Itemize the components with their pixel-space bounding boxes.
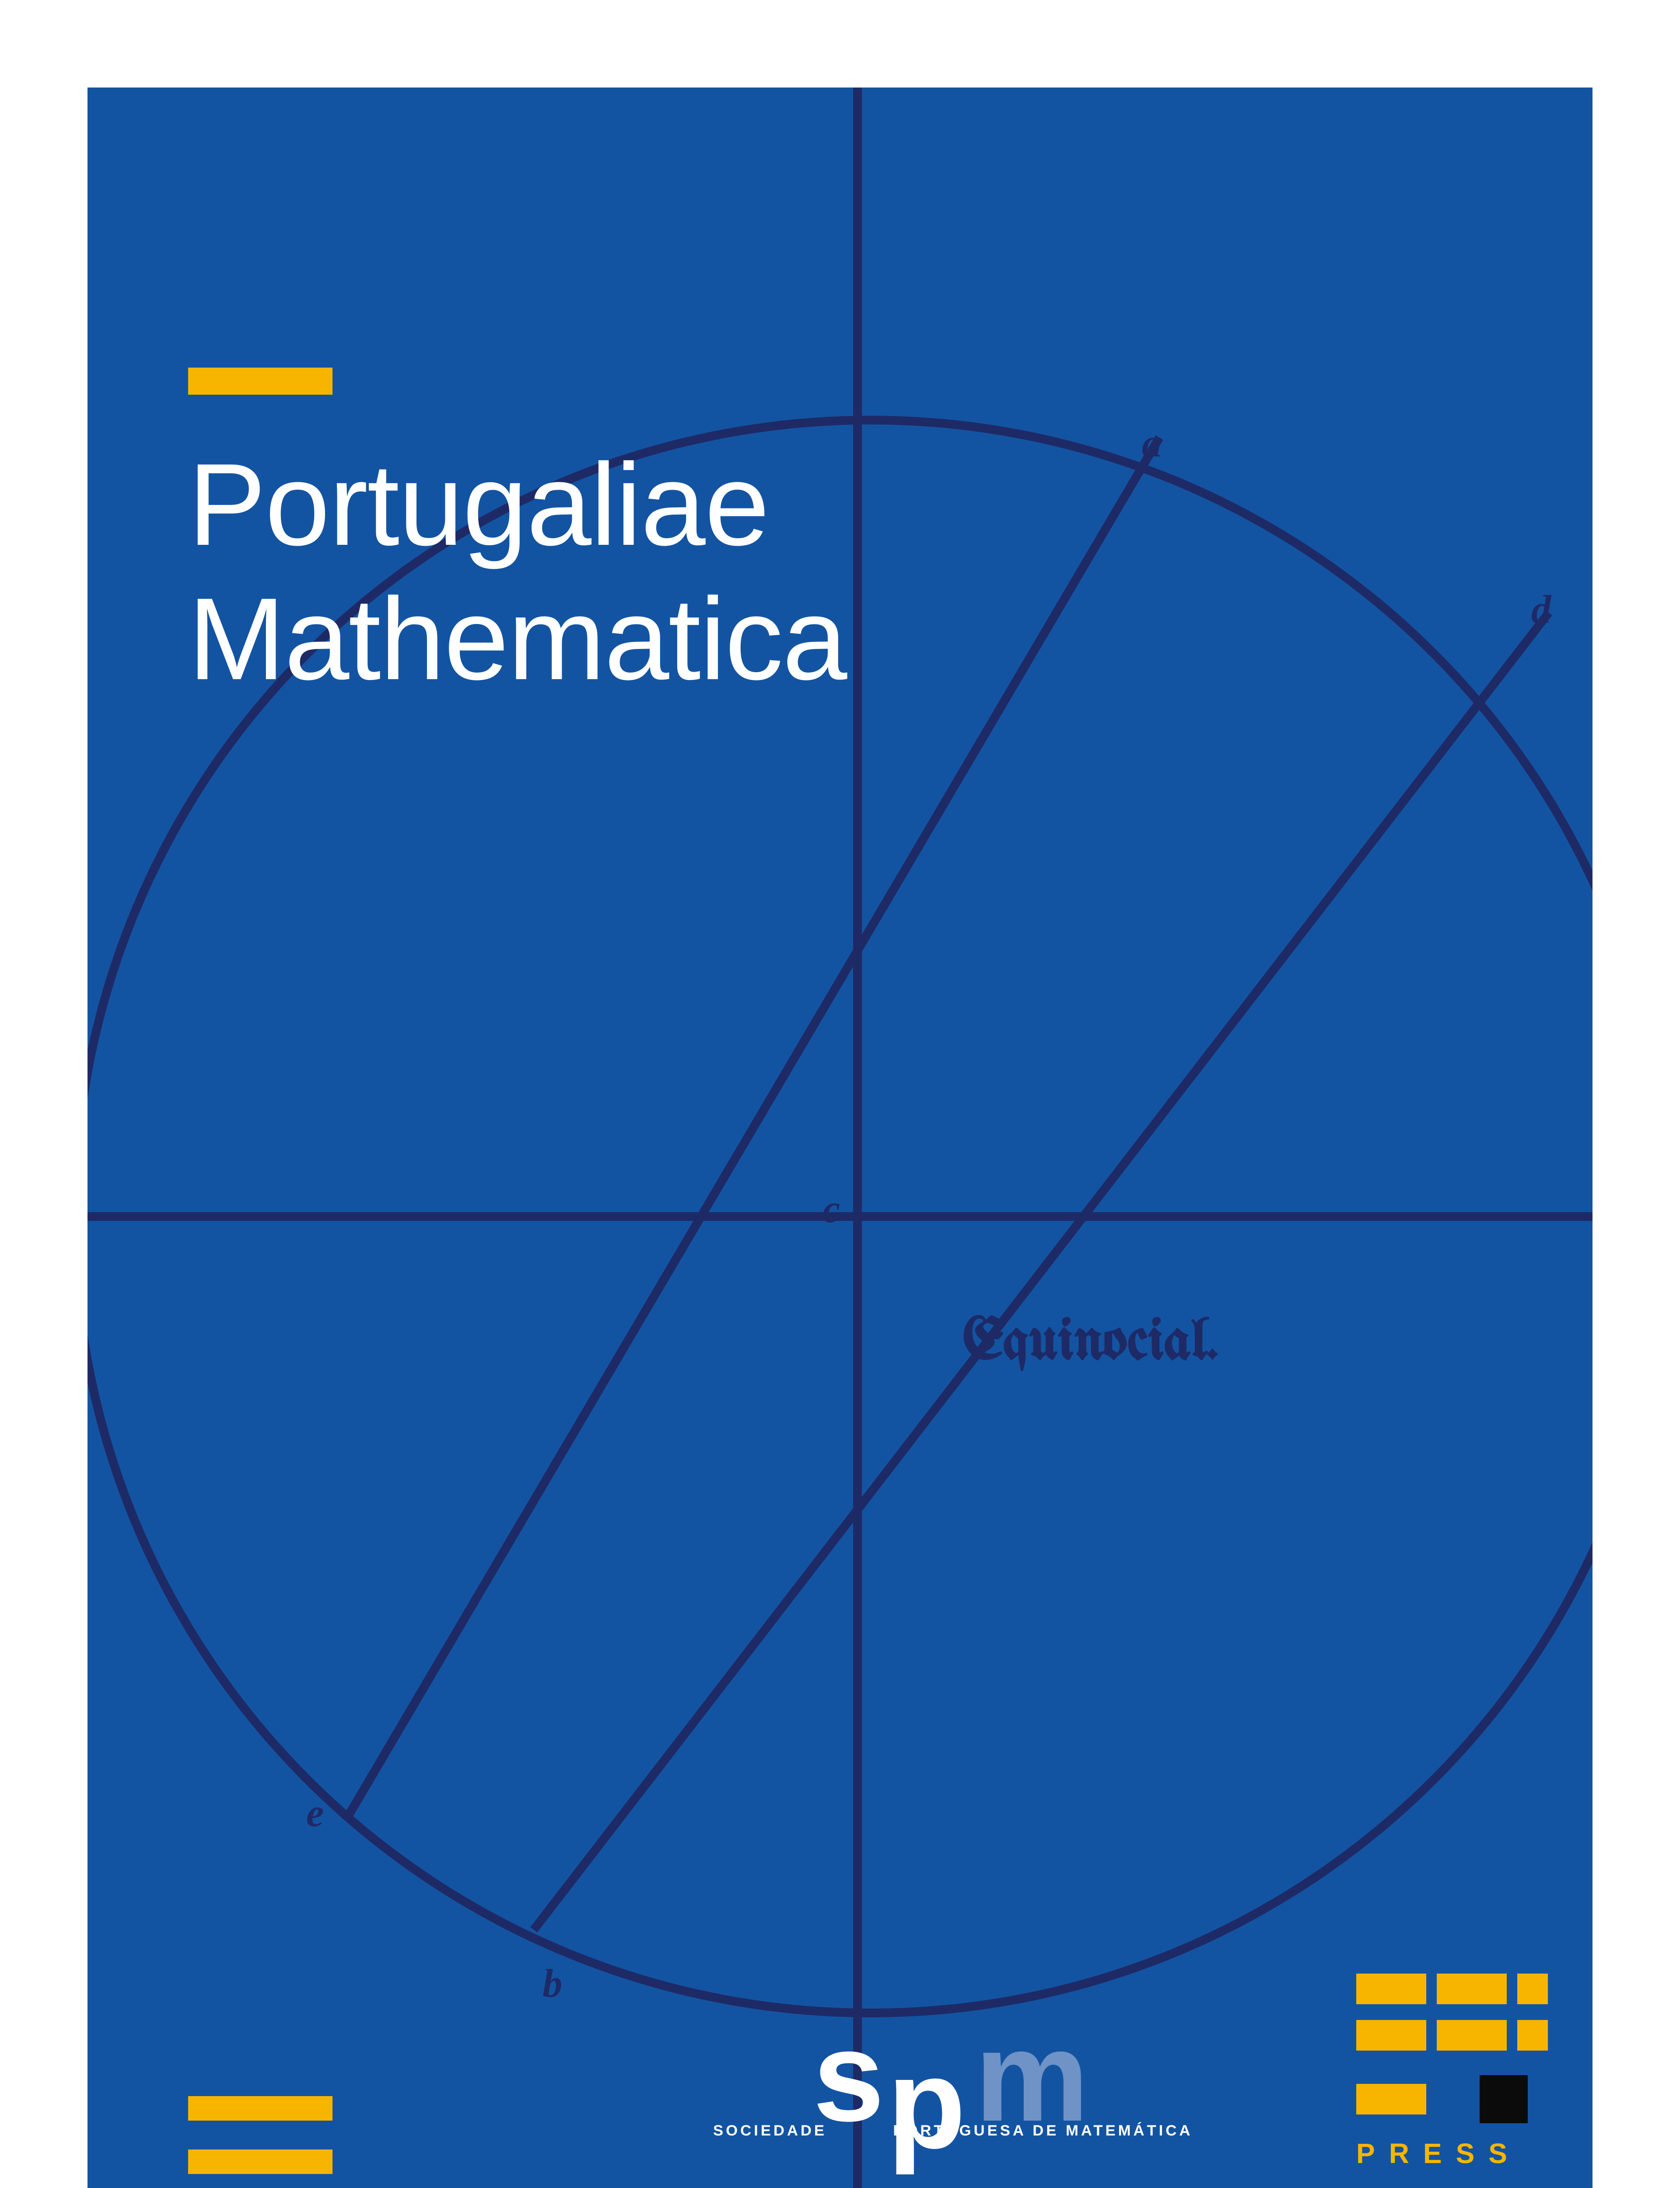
accent-bar-top <box>188 368 332 395</box>
spm-letter-m: m <box>975 2027 1081 2127</box>
spm-logo: s p m SOCIEDADE PORTUGUESA DE MATEMÁTICA <box>713 2026 1193 2139</box>
journal-title-line2: Mathematica <box>188 574 847 704</box>
ems-e-bar <box>1356 1974 1426 2004</box>
diagram-label-b: b <box>542 1960 562 2006</box>
journal-title-line1: Portugaliae <box>188 439 769 570</box>
ems-row-e <box>1356 1974 1548 2004</box>
diagram-label-e: e <box>306 1790 324 1836</box>
diagram-label-d: d <box>1531 586 1551 632</box>
ems-m-right-bar <box>1517 1974 1548 2004</box>
journal-title: Portugaliae Mathematica <box>188 438 847 706</box>
ems-m-right-bar2 <box>1517 2020 1548 2051</box>
diagram-label-a: a <box>1142 420 1162 466</box>
equinoctial-diagram <box>88 88 1592 2188</box>
ems-press-label: PRESS <box>1356 2137 1548 2170</box>
spm-tagline-left: SOCIEDADE <box>713 2122 827 2139</box>
cover-background <box>88 88 1592 2188</box>
journal-cover: c a d e b Equinocial. Portugaliae Mathem… <box>88 88 1592 2188</box>
ems-press-logo: PRESS <box>1356 1974 1548 2170</box>
ems-row-e2 <box>1356 2020 1548 2051</box>
ems-black-square <box>1480 2075 1528 2123</box>
spm-letter-p: p <box>887 2054 958 2154</box>
diagram-label-c: c <box>822 1186 840 1232</box>
accent-bars-bottom <box>188 2096 332 2174</box>
spm-letter-s: s <box>813 2027 876 2127</box>
accent-bar-bottom-2 <box>188 2149 332 2174</box>
equinocial-label: Equinocial. <box>962 1313 1218 1373</box>
ems-e-bar2 <box>1356 2020 1426 2051</box>
ems-s-bar <box>1356 2084 1426 2114</box>
accent-bar-bottom-1 <box>188 2096 332 2121</box>
ems-row-s <box>1356 2066 1548 2114</box>
ems-glyph <box>1356 1974 1548 2114</box>
ems-m-left-bar2 <box>1437 2020 1507 2051</box>
page: c a d e b Equinocial. Portugaliae Mathem… <box>0 0 1680 2188</box>
spm-wordmark: s p m <box>813 2026 1093 2127</box>
ems-m-left-bar <box>1437 1974 1507 2004</box>
